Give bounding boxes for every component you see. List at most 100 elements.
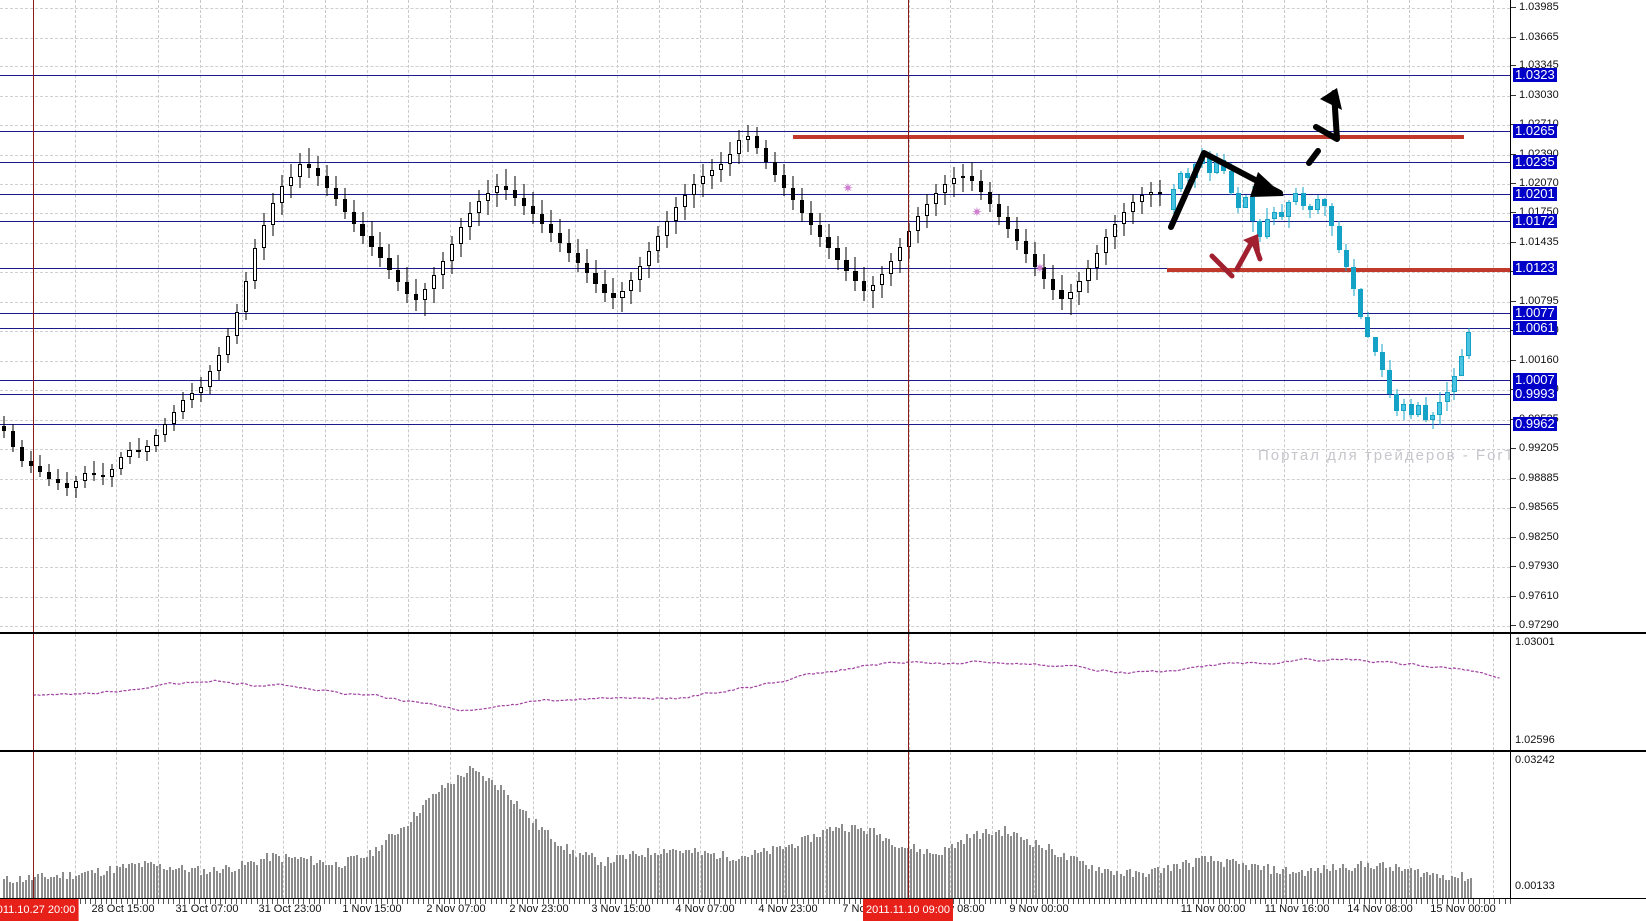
support-lower[interactable] (1167, 268, 1510, 272)
volume-bar (1282, 868, 1285, 898)
volume-bar (1060, 856, 1063, 898)
projection-candle (1451, 0, 1457, 632)
volume-bar (972, 833, 975, 898)
volume-bar (1019, 837, 1022, 898)
volume-bar (37, 874, 40, 898)
volume-bar (659, 854, 662, 898)
projection-candle (1257, 0, 1263, 632)
volume-bar (115, 865, 118, 898)
resistance-upper[interactable] (793, 135, 1464, 139)
candle (987, 0, 992, 632)
projection-candle (1408, 0, 1414, 632)
volume-bar (1316, 867, 1319, 898)
volume-plot-area[interactable]: InstaForex (0, 752, 1510, 898)
volume-bar (1332, 863, 1335, 898)
volume-scale-top: 0.03242 (1515, 754, 1555, 766)
volume-bar (143, 861, 146, 898)
candle (1041, 0, 1046, 632)
candle (1005, 0, 1010, 632)
volume-bar (90, 870, 93, 898)
projection-candle (1365, 0, 1371, 632)
projection-candle (1394, 0, 1400, 632)
projection-candle (1329, 0, 1335, 632)
time-axis-label: 31 Oct 23:00 (258, 903, 322, 915)
volume-bar (1154, 867, 1156, 898)
price-level-label[interactable]: 1.0077 (1513, 305, 1557, 320)
price-level-label[interactable]: 1.0201 (1513, 186, 1557, 201)
volume-bar (447, 783, 450, 898)
volume-bar (941, 855, 944, 898)
volume-bar (1072, 855, 1075, 898)
indicator-plot-area[interactable] (0, 634, 1510, 750)
volume-bar (997, 829, 1000, 898)
volume-bar (512, 803, 515, 898)
candle (127, 0, 132, 632)
candle (172, 0, 177, 632)
volume-bar (106, 871, 109, 898)
volume-bar (994, 832, 997, 898)
volume-bar (268, 860, 271, 898)
price-scale[interactable]: 1.039851.036651.033451.030301.027101.023… (1510, 0, 1646, 632)
volume-bar (425, 800, 428, 898)
candle (226, 0, 231, 632)
candle (82, 0, 87, 632)
candle (835, 0, 840, 632)
volume-bar (794, 848, 797, 898)
candle (916, 0, 921, 632)
volume-bar (350, 856, 353, 898)
price-level-label[interactable]: 1.0007 (1513, 372, 1557, 387)
volume-bar (1397, 867, 1400, 898)
candle (1104, 0, 1109, 632)
time-axis-label: 31 Oct 07:00 (175, 903, 239, 915)
projection-candle (1214, 0, 1220, 632)
volume-bar (1451, 876, 1454, 898)
horizontal-level-line (0, 194, 1510, 195)
volume-bar (450, 783, 453, 898)
volume-bar (1007, 833, 1009, 898)
price-level-label[interactable]: 0.9993 (1513, 386, 1557, 401)
volume-bar (206, 873, 209, 898)
candle (889, 0, 894, 632)
volume-bar (1419, 877, 1422, 898)
candle (781, 0, 786, 632)
time-axis[interactable]: 28 Oct 15:00 31 Oct 07:00 31 Oct 23:00 1 No… (0, 898, 1646, 921)
price-level-label[interactable]: 1.0323 (1513, 67, 1557, 82)
price-level-label[interactable]: 0.9962 (1513, 416, 1557, 431)
price-tick: 1.02070 (1511, 177, 1559, 189)
price-level-label[interactable]: 1.0061 (1513, 320, 1557, 335)
projection-candle (1300, 0, 1306, 632)
candle (772, 0, 777, 632)
volume-bar (334, 862, 337, 898)
volume-bar (722, 850, 725, 898)
volume-bar (1160, 873, 1163, 898)
horizontal-level-line (0, 394, 1510, 395)
price-level-label[interactable]: 1.0172 (1513, 213, 1557, 228)
volume-bar (312, 864, 315, 898)
volume-bar (394, 834, 396, 898)
volume-bar (763, 848, 765, 898)
volume-bar (431, 793, 434, 898)
volume-bar (1147, 874, 1150, 898)
volume-bar (809, 842, 812, 898)
price-level-label[interactable]: 1.0123 (1513, 260, 1557, 275)
volume-bar (1222, 866, 1225, 898)
projection-candle (1228, 0, 1234, 632)
candle (512, 0, 517, 632)
volume-bar (1247, 870, 1250, 898)
candle (342, 0, 347, 632)
volume-bar (128, 863, 131, 898)
volume-bar (287, 857, 290, 898)
time-axis-label: 14 Nov 08:00 (1347, 903, 1413, 915)
volume-bar (68, 872, 71, 898)
volume-bar (678, 850, 681, 898)
volume-bar (697, 851, 700, 898)
price-level-label[interactable]: 1.0235 (1513, 154, 1557, 169)
volume-bar (616, 854, 618, 898)
price-level-label[interactable]: 1.0265 (1513, 123, 1557, 138)
volume-bar (938, 855, 941, 898)
price-plot-area[interactable]: ✷ ✷ ✷ (0, 0, 1510, 632)
candle (521, 0, 526, 632)
candle (333, 0, 338, 632)
candle (620, 0, 625, 632)
projection-candle (1372, 0, 1378, 632)
